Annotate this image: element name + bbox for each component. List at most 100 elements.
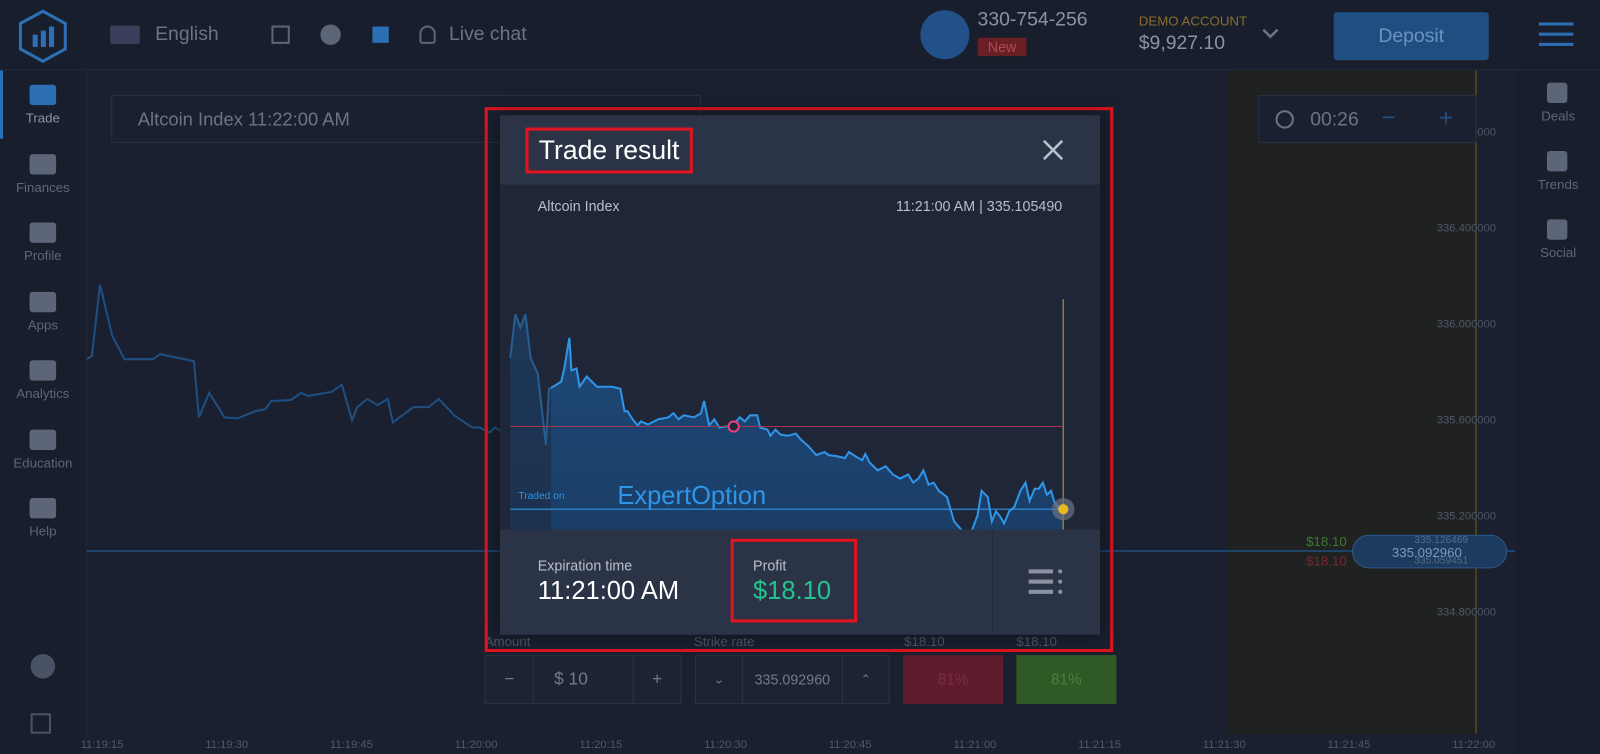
logout-icon[interactable] xyxy=(30,713,52,734)
entry-point xyxy=(727,420,740,433)
settings-icon[interactable] xyxy=(30,654,56,679)
time-tick: 11:20:00 xyxy=(454,738,498,752)
nav-item[interactable]: Trade xyxy=(0,81,86,142)
active-indicator xyxy=(0,70,4,139)
amount-minus[interactable]: − xyxy=(484,655,534,705)
nav-label: Trade xyxy=(25,110,60,126)
fullscreen-icon[interactable] xyxy=(271,25,290,44)
time-tick: 11:20:15 xyxy=(579,738,623,752)
nav-icon xyxy=(29,291,57,312)
nav-icon xyxy=(29,222,57,243)
nav-label: Finances xyxy=(15,179,70,195)
time-tick: 11:20:30 xyxy=(704,738,747,752)
time-tick: 11:20:45 xyxy=(828,738,872,752)
language[interactable]: English xyxy=(155,23,219,45)
down-profit-tag: $18.10 xyxy=(1306,553,1347,569)
nav-item[interactable]: Education xyxy=(0,425,86,486)
strike-input[interactable]: 335.092960 xyxy=(741,655,843,705)
nav-icon xyxy=(29,153,57,174)
new-badge: New xyxy=(977,37,1027,57)
chevron[interactable] xyxy=(1261,27,1279,41)
nav-label: Education xyxy=(13,454,73,470)
expiration-label: Expiration time xyxy=(537,557,633,574)
nav-item[interactable]: Trends xyxy=(1516,149,1600,210)
amount-plus[interactable]: + xyxy=(632,655,682,705)
expiry-line xyxy=(1475,70,1477,734)
nav-label: Social xyxy=(1540,244,1577,261)
result-footer: Expiration time 11:21:00 AM Profit $18.1… xyxy=(499,529,1100,635)
modal-title: Trade result xyxy=(525,127,693,174)
avatar[interactable] xyxy=(920,10,970,60)
account-id: 330-754-256 xyxy=(977,9,1088,31)
highlight-box xyxy=(484,107,1114,653)
time-axis: 11:19:15 11:19:30 11:19:45 11:20:00 11:20:15… xyxy=(0,739,1600,754)
down-profit: $18.10 xyxy=(904,633,945,649)
price-tick: 336.400000 xyxy=(1436,222,1497,235)
nav-item[interactable]: Apps xyxy=(0,287,86,348)
price-tick: 335.600000 xyxy=(1436,414,1497,427)
nav-label: Profile xyxy=(24,247,62,264)
current-price: 335.092960 xyxy=(1391,544,1462,561)
nav-item[interactable]: Deals xyxy=(1516,81,1600,142)
nav-icon xyxy=(29,497,57,519)
modal-header: Trade result xyxy=(499,115,1100,185)
account-type: DEMO ACCOUNT xyxy=(1138,13,1248,29)
trade-result-modal: Trade result Altcoin Index 11:21:00 AM |… xyxy=(499,115,1100,635)
flag-icon xyxy=(110,25,140,44)
nav-label: Apps xyxy=(27,316,58,333)
menu-icon[interactable] xyxy=(1538,20,1576,49)
price-tick: 335.200000 xyxy=(1436,510,1497,523)
brand-name: ExpertOption xyxy=(617,481,767,511)
deposit-button[interactable]: Deposit xyxy=(1333,12,1489,61)
nav-item[interactable]: Profile xyxy=(0,218,86,279)
details-button[interactable] xyxy=(1028,567,1066,598)
live-chat[interactable]: Live chat xyxy=(448,23,527,45)
balance[interactable]: $9,927.10 xyxy=(1138,32,1226,55)
amount-input[interactable]: $ 10 xyxy=(532,655,634,705)
timer-minus[interactable]: − xyxy=(1381,104,1396,132)
time-tick: 11:22:00 xyxy=(1452,738,1496,752)
expiry-zone xyxy=(1227,70,1478,734)
nav-item[interactable]: Finances xyxy=(0,149,86,210)
close-button[interactable] xyxy=(1041,138,1065,162)
up-button[interactable]: 81% xyxy=(1016,655,1117,705)
chat-icon[interactable] xyxy=(419,25,436,44)
timer: 00:26 xyxy=(1310,109,1359,131)
time-tick: 11:21:45 xyxy=(1327,738,1371,752)
asset-selector[interactable]: Altcoin Index 11:22:00 AM xyxy=(137,109,350,130)
time-tick: 11:19:15 xyxy=(80,738,124,752)
nav-icon xyxy=(29,84,57,106)
profit-value: $18.10 xyxy=(753,576,832,606)
chart-area: 334.800000 335.200000 335.600000 336.000000… xyxy=(86,70,1516,754)
nav-icon xyxy=(1546,82,1568,104)
nav-item[interactable]: Social xyxy=(1516,217,1600,278)
up-profit: $18.10 xyxy=(1016,633,1057,649)
logo xyxy=(18,9,67,63)
down-button[interactable]: 81% xyxy=(903,655,1004,705)
nav-item[interactable]: Analytics xyxy=(0,356,86,417)
left-sidebar: Trade Finances Profile Apps Analytics Educati… xyxy=(0,70,87,754)
result-time-price: 11:21:00 AM | 335.105490 xyxy=(895,197,1063,215)
nav-label: Analytics xyxy=(16,385,70,402)
expiration-time: 11:21:00 AM xyxy=(537,576,680,606)
nav-label: Deals xyxy=(1541,108,1576,124)
time-tick: 11:21:30 xyxy=(1202,738,1246,752)
help-icon[interactable] xyxy=(320,24,341,45)
timer-plus[interactable]: + xyxy=(1438,104,1454,132)
strike-up[interactable]: ⌃ xyxy=(841,655,890,705)
traded-on: Traded on xyxy=(518,490,565,503)
result-asset: Altcoin Index xyxy=(537,197,620,215)
strike-down[interactable]: ⌄ xyxy=(694,655,743,705)
header: English Live chat 330-754-256 New DEMO A… xyxy=(0,0,1600,71)
nav-icon xyxy=(1546,219,1568,240)
price-line xyxy=(86,284,501,434)
nav-item[interactable]: Help xyxy=(0,494,86,555)
nav-icon xyxy=(29,429,57,450)
upper-price: 335.126469 xyxy=(1414,534,1469,546)
time-tick: 11:21:15 xyxy=(1078,738,1122,752)
sound-icon[interactable] xyxy=(372,26,389,43)
timer-box: 00:26 − + xyxy=(1258,94,1477,143)
right-sidebar: Deals Trends Social xyxy=(1516,70,1600,754)
